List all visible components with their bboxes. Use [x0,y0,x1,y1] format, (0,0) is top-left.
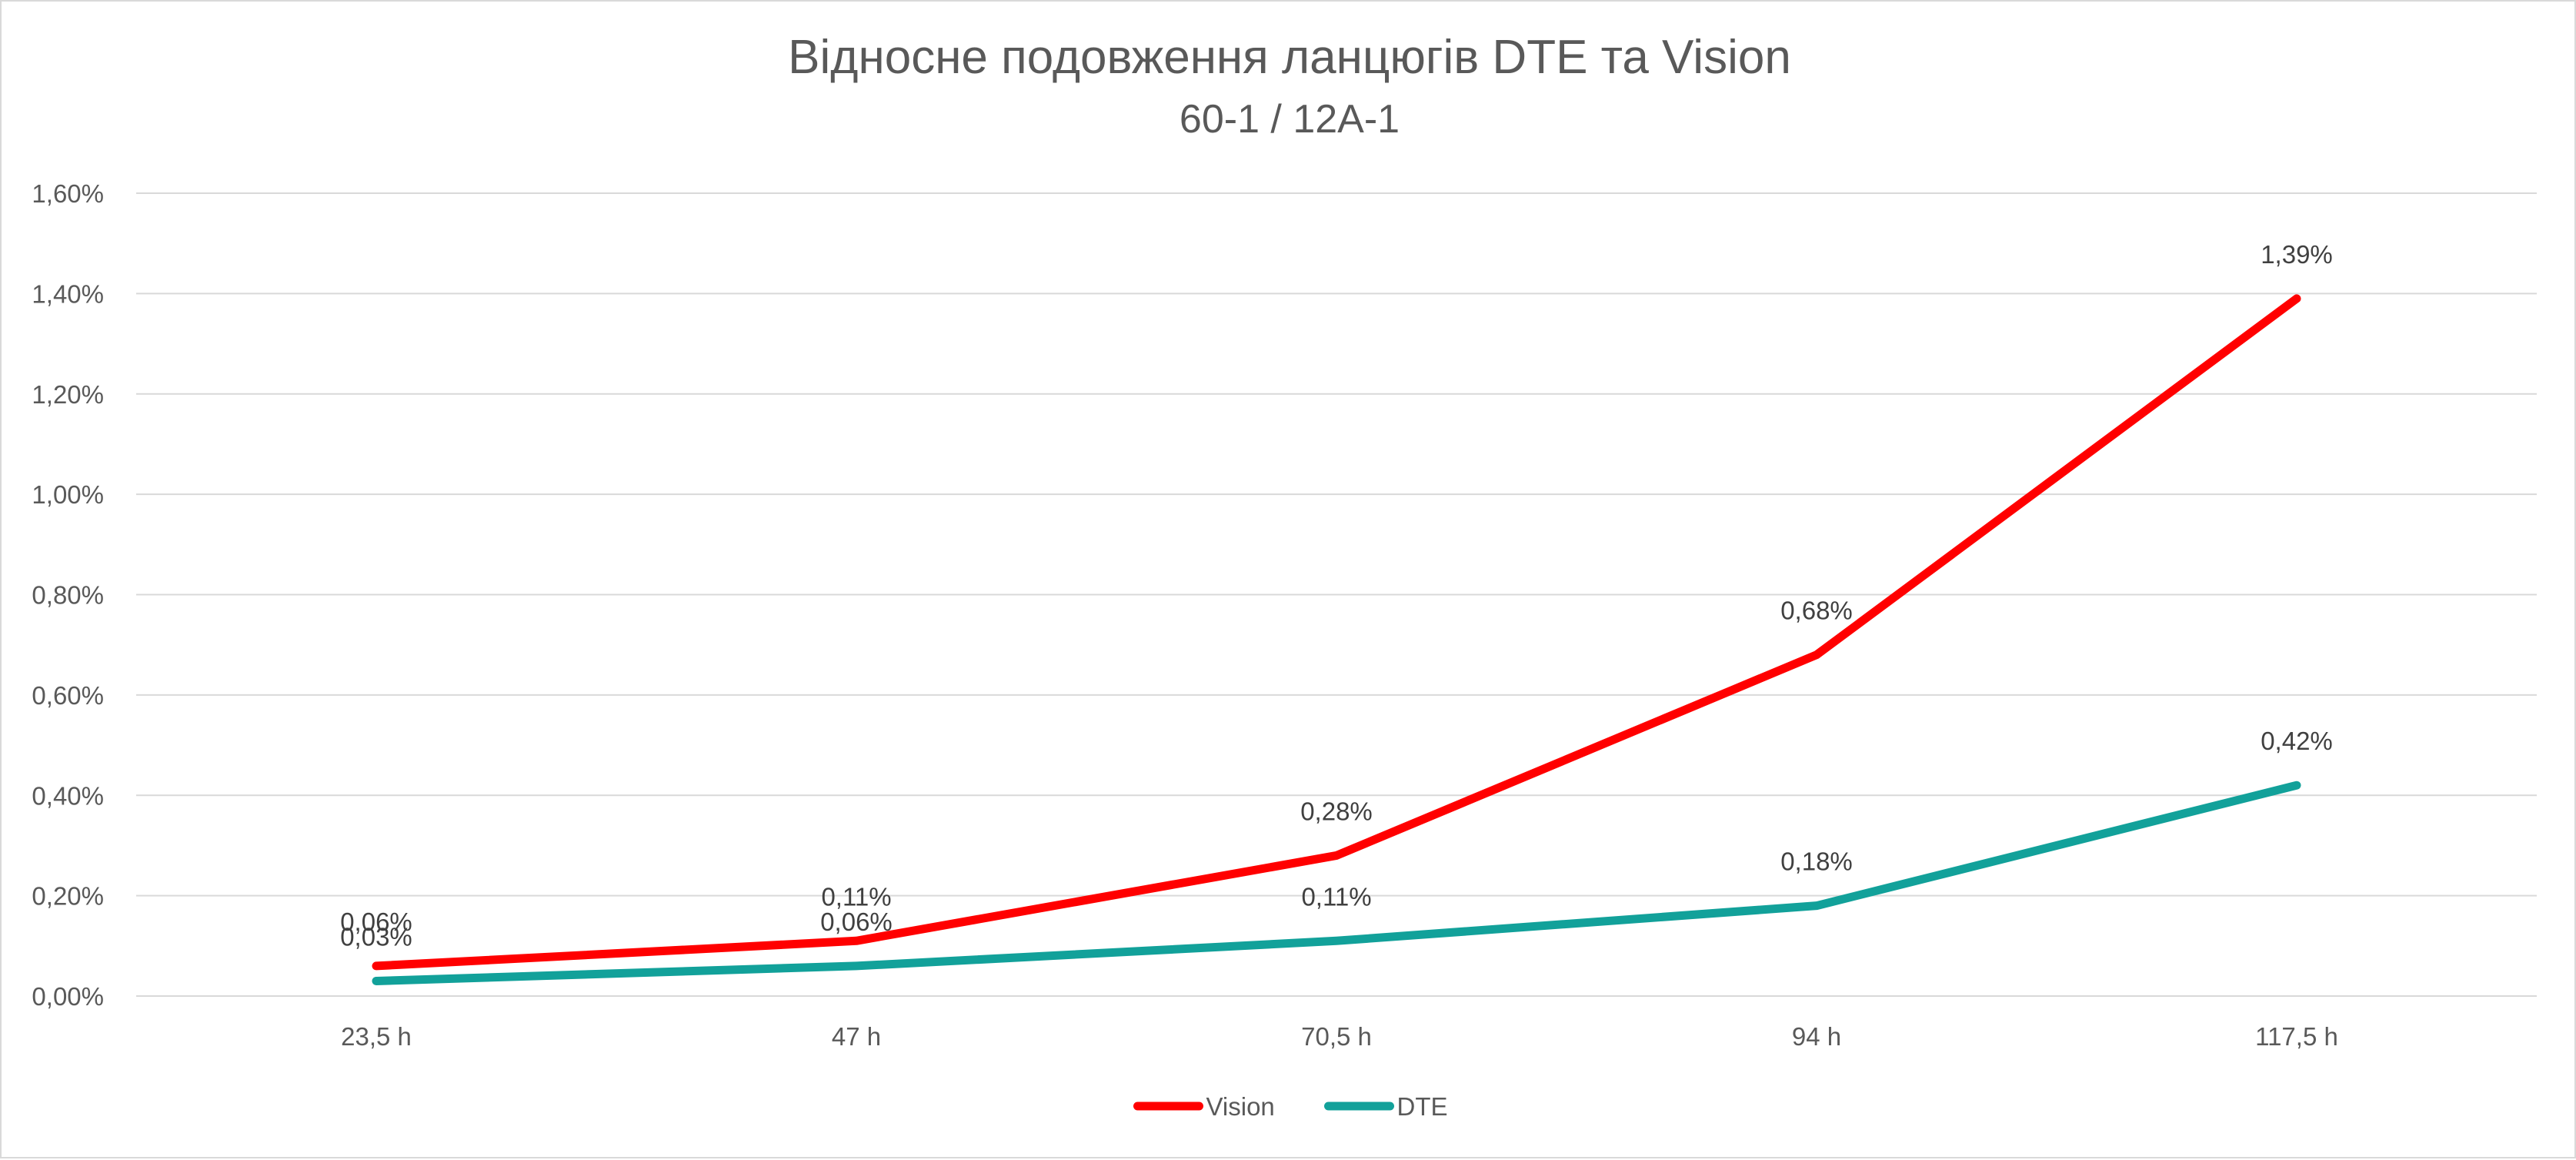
data-label-vision: 0,28% [1300,797,1373,825]
y-tick-label: 0,60% [32,681,104,710]
data-label-dte: 0,42% [2261,727,2333,755]
y-tick-label: 1,40% [32,279,104,308]
data-label-dte: 0,11% [1301,882,1371,911]
y-tick-label: 0,00% [32,982,104,1011]
legend-label-dte: DTE [1397,1092,1448,1121]
legend: Vision DTE [1133,1092,1448,1121]
legend-label-vision: Vision [1206,1092,1275,1121]
data-label-dte: 0,18% [1780,847,1853,876]
y-tick-label: 1,00% [32,480,104,509]
x-tick-label: 94 h [1792,1022,1841,1051]
x-tick-label: 70,5 h [1301,1022,1372,1051]
data-label-vision: 1,39% [2261,240,2333,269]
chart-subtitle: 60-1 / 12A-1 [1180,97,1400,142]
y-tick-label: 0,20% [32,882,104,911]
data-labels: 0,06%0,11%0,28%0,68%1,39%0,03%0,06%0,11%… [340,240,2333,951]
y-tick-label: 1,60% [32,179,104,208]
series-line-dte [372,781,2301,985]
data-label-dte: 0,06% [820,908,893,936]
y-tick-label: 0,80% [32,581,104,610]
data-label-vision: 0,06% [340,908,412,936]
y-tick-label: 1,20% [32,380,104,409]
y-axis: 0,00% 0,20% 0,40% 0,60% 0,80% 1,00% 1,20% 1,40%… [32,179,104,1011]
data-label-vision: 0,11% [821,882,891,911]
x-tick-label: 47 h [832,1022,881,1051]
y-tick-label: 0,40% [32,781,104,810]
series-lines [372,294,2301,985]
series-line-vision [372,294,2301,971]
data-label-dte: 0,03% [340,922,412,951]
x-tick-label: 117,5 h [2255,1022,2338,1051]
x-tick-label: 23,5 h [341,1022,412,1051]
x-axis: 23,5 h 47 h 70,5 h 94 h 117,5 h [341,1022,2338,1051]
chart-title: Відносне подовження ланцюгів DTE та Visi… [788,31,1791,84]
data-label-vision: 0,68% [1780,597,1853,625]
gridlines [136,192,2537,997]
